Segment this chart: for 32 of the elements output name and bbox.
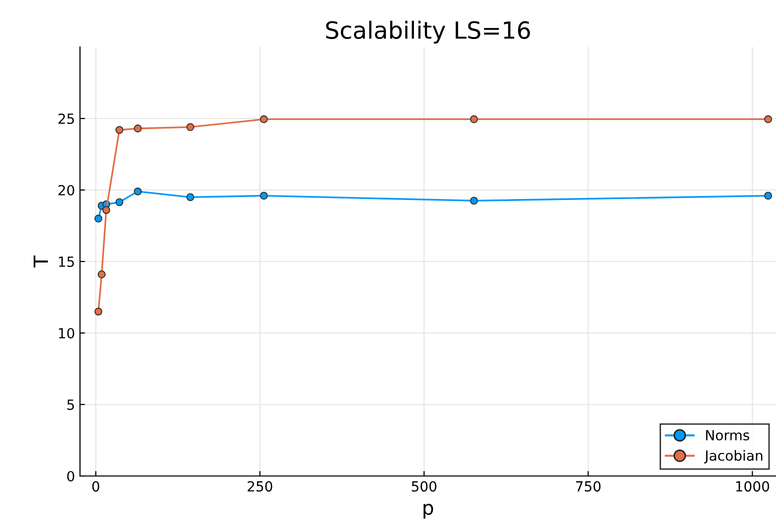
point <box>186 123 194 132</box>
x-tick-label: 1000 <box>736 481 770 492</box>
x-tick-label: 500 <box>412 481 436 492</box>
y-tick-label: 0 <box>67 470 74 482</box>
point <box>186 193 194 202</box>
point <box>98 270 106 278</box>
point <box>134 124 142 132</box>
x-tick-label: 750 <box>576 481 601 492</box>
point <box>134 187 142 196</box>
point <box>102 206 110 214</box>
y-tick-label: 15 <box>58 256 74 267</box>
x-tick-label: 250 <box>248 481 272 492</box>
point <box>260 115 268 124</box>
legend-label: Norms <box>706 430 750 440</box>
point <box>764 115 772 124</box>
point <box>94 308 102 316</box>
y-tick-label: 5 <box>67 400 74 410</box>
point <box>94 214 102 223</box>
y-tick-label: 20 <box>58 184 74 196</box>
point <box>260 192 268 200</box>
x-axis-title: p <box>424 504 434 519</box>
y-tick-label: 25 <box>58 113 74 124</box>
chart-title: Scalability LS=16 <box>326 20 530 44</box>
point <box>764 192 772 200</box>
y-tick-label: 10 <box>58 328 74 338</box>
point <box>470 196 478 205</box>
point <box>115 126 124 134</box>
point <box>115 198 124 206</box>
y-axis-title: T <box>34 256 48 268</box>
point <box>470 115 478 124</box>
x-tick-label: 0 <box>92 481 100 492</box>
legend-label: Jacobian <box>704 450 762 464</box>
